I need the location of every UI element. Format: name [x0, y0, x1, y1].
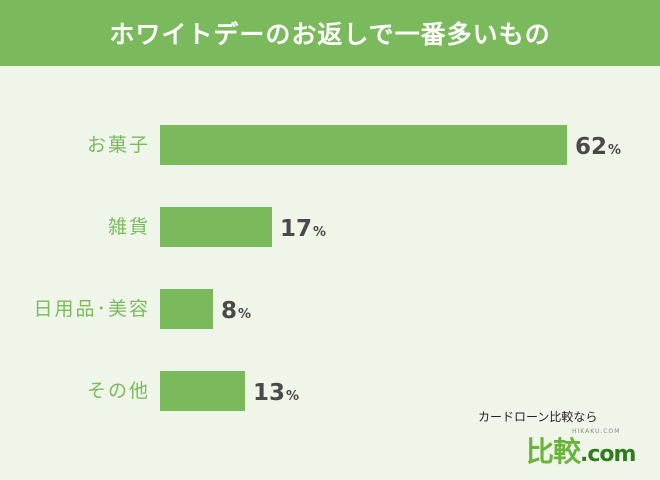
- bar: [160, 289, 213, 329]
- title-banner: ホワイトデーのお返しで一番多いもの: [0, 0, 660, 66]
- value-number: 8: [221, 298, 238, 324]
- value-label: 13%: [253, 381, 299, 409]
- value-number: 13: [253, 380, 286, 406]
- value-number: 17: [280, 216, 313, 242]
- category-label: 日用品･美容: [33, 298, 150, 320]
- value-label: 17%: [280, 217, 326, 245]
- category-label: その他: [86, 380, 150, 402]
- brand-name: 比較.com: [526, 430, 636, 470]
- category-label: お菓子: [86, 134, 150, 156]
- brand-tagline: カードローン比較なら: [478, 410, 598, 424]
- value-number: 62: [575, 134, 608, 160]
- brand-dotcom: .com: [580, 442, 636, 467]
- value-unit: %: [238, 307, 252, 322]
- value-unit: %: [286, 389, 300, 404]
- bar: [160, 207, 272, 247]
- value-label: 62%: [575, 135, 621, 163]
- value-unit: %: [313, 225, 327, 240]
- bar: [160, 125, 567, 165]
- brand-main-text: 比較: [526, 435, 581, 468]
- brand-logo: カードローン比較なら HIKAKU.COM 比較.com: [478, 408, 638, 468]
- chart-title: ホワイトデーのお返しで一番多いもの: [109, 20, 551, 49]
- value-label: 8%: [221, 299, 251, 327]
- category-label: 雑貨: [107, 216, 150, 238]
- value-unit: %: [608, 143, 622, 158]
- bar: [160, 371, 245, 411]
- bar-chart: お菓子 62% 雑貨 17% 日用品･美容 8% その他 13%: [0, 66, 660, 480]
- brand-small-text: HIKAKU.COM: [572, 428, 621, 435]
